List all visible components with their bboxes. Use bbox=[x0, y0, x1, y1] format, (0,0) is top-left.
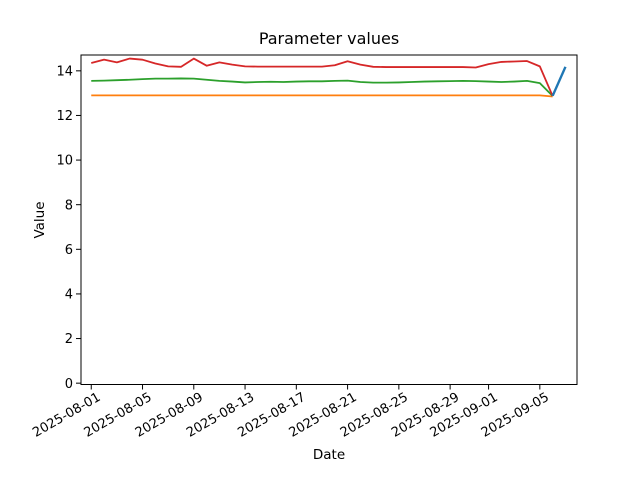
series-orange-line bbox=[91, 94, 553, 98]
y-tick-label: 6 bbox=[65, 243, 73, 258]
y-tick-label: 12 bbox=[56, 109, 73, 124]
y-tick-label: 2 bbox=[65, 332, 73, 347]
series-blue-line bbox=[551, 66, 567, 97]
plot-border bbox=[80, 54, 578, 385]
series-red-line bbox=[91, 57, 554, 97]
y-tick-label: 4 bbox=[65, 288, 73, 303]
x-axis-label: Date bbox=[312, 447, 346, 463]
y-tick-label: 10 bbox=[56, 154, 73, 169]
series-green-line bbox=[91, 77, 554, 97]
y-tick-label: 14 bbox=[56, 64, 73, 79]
y-tick-label: 0 bbox=[65, 377, 73, 392]
y-tick-label: 8 bbox=[65, 198, 73, 213]
chart-title: Parameter values bbox=[258, 29, 400, 48]
